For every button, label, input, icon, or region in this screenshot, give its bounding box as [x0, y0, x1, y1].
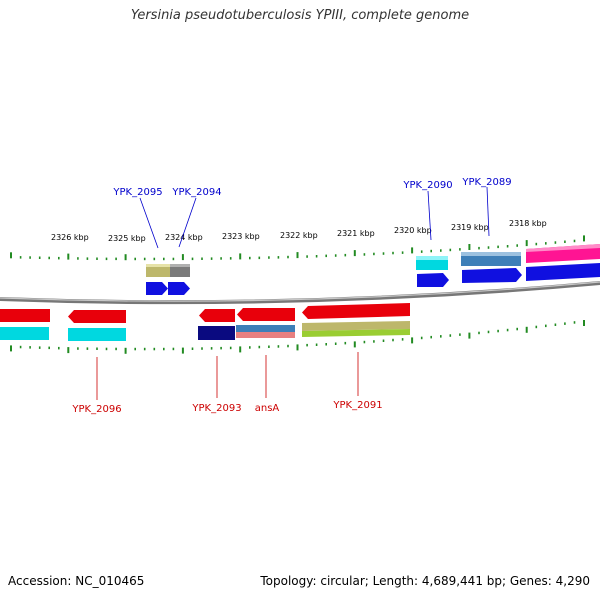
scale-label-2320: 2320 kbp	[394, 226, 432, 235]
gene-label-ypk2091: YPK_2091	[332, 400, 382, 411]
gene-bar-steelblue-forward-highlight	[461, 252, 521, 256]
scale-label-2322: 2322 kbp	[280, 231, 318, 240]
gene-label-ypk2089: YPK_2089	[461, 177, 511, 188]
scale-label-2326: 2326 kbp	[51, 233, 89, 242]
gene-bar-cyan-forward-highlight	[416, 256, 448, 260]
gene-label-ypk2094: YPK_2094	[171, 187, 221, 198]
gene-label-ypk2090: YPK_2090	[402, 180, 452, 191]
scale-label-2318: 2318 kbp	[509, 219, 547, 228]
gene-bar-khaki-reverse[interactable]	[302, 321, 410, 331]
gene-arrow-ypk2091[interactable]	[302, 303, 410, 319]
gene-bar-navy[interactable]	[198, 326, 235, 340]
gene-label-ypk2096: YPK_2096	[71, 404, 121, 415]
gene-arrow-ypk2096-a[interactable]	[0, 309, 50, 322]
scale-label-2319: 2319 kbp	[451, 223, 489, 232]
gene-bar-pink-highlight	[526, 244, 600, 252]
gene-label-ypk2095: YPK_2095	[112, 187, 162, 198]
scale-label-2321: 2321 kbp	[337, 229, 375, 238]
gene-label-ansA: ansA	[255, 403, 280, 414]
gene-arrow-ypk2096-b[interactable]	[68, 310, 126, 323]
gene-bar-lightgreen[interactable]	[302, 329, 410, 337]
gene-arrow-ypk2095[interactable]	[146, 282, 168, 295]
scale-label-2325: 2325 kbp	[108, 234, 146, 243]
scale-label-2324: 2324 kbp	[165, 233, 203, 242]
gene-bar-gray-highlight	[170, 264, 190, 267]
gene-label-ypk2093: YPK_2093	[191, 403, 241, 414]
gene-arrow-blue-right[interactable]	[526, 263, 600, 281]
gene-bar-cyan-reverse-b[interactable]	[68, 328, 126, 341]
scale-ticks-bottom	[10, 320, 585, 354]
leader-ypk2095	[139, 197, 159, 249]
genome-title: Yersinia pseudotuberculosis YPIII, compl…	[130, 8, 470, 23]
gene-arrow-ypk2093[interactable]	[199, 309, 235, 322]
gene-arrow-ypk2094[interactable]	[168, 282, 190, 295]
gene-bar-gray[interactable]	[170, 264, 190, 277]
gene-arrow-ypk2090[interactable]	[417, 273, 449, 287]
leader-ypk2089	[486, 186, 490, 237]
scale-ticks-top	[10, 235, 585, 261]
gene-arrow-ypk2089[interactable]	[462, 268, 522, 283]
scale-label-2323: 2323 kbp	[222, 232, 260, 241]
gene-bar-khaki-highlight	[146, 264, 170, 267]
genome-backbone-highlight	[0, 281, 600, 302]
gene-bar-steelblue-reverse[interactable]	[236, 325, 295, 332]
leader-ypk2094	[178, 197, 197, 248]
accession-text: Accession: NC_010465	[8, 574, 145, 588]
genome-summary-text: Topology: circular; Length: 4,689,441 bp…	[260, 574, 590, 588]
gene-bar-khaki[interactable]	[146, 264, 170, 277]
gene-bar-cyan-reverse-a[interactable]	[0, 327, 49, 340]
leader-ypk2090	[427, 190, 432, 241]
genome-backbone	[0, 281, 600, 305]
gene-arrow-ansA[interactable]	[237, 308, 295, 321]
gene-bar-salmon[interactable]	[236, 332, 295, 338]
